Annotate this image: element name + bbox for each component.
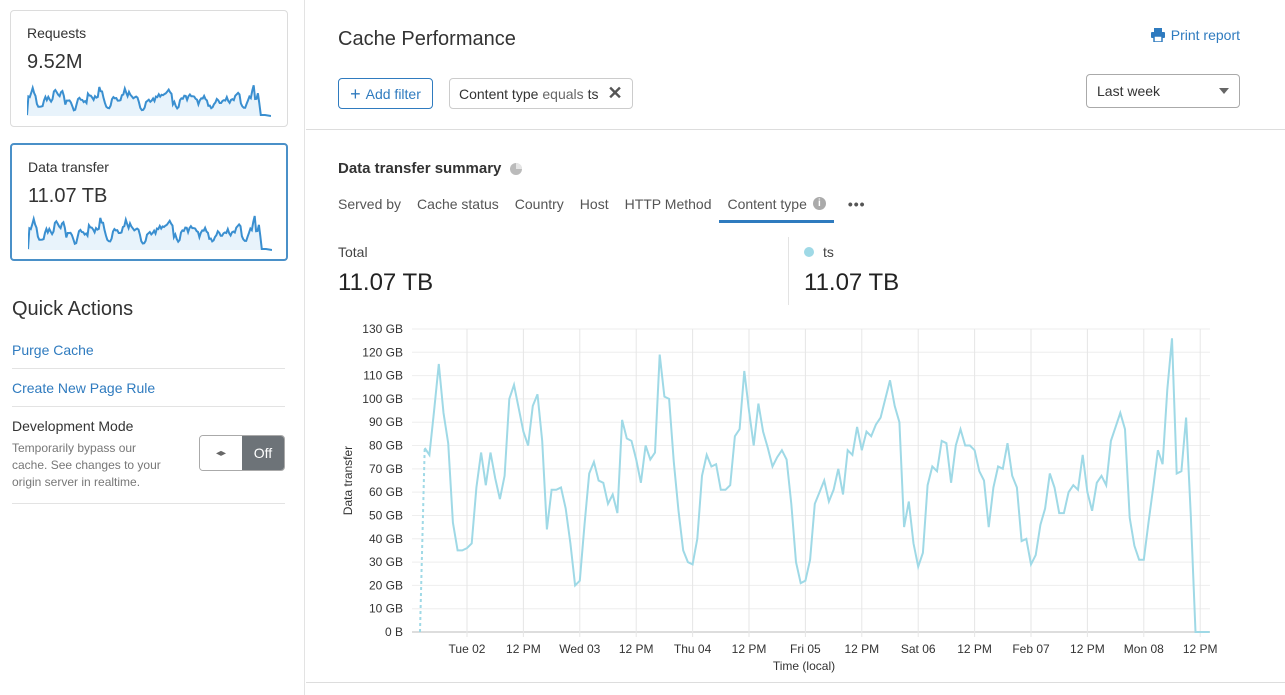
card-label: Requests <box>27 25 87 41</box>
dev-mode-toggle[interactable]: ◂▸ Off <box>199 435 285 471</box>
page-title: Cache Performance <box>338 28 516 50</box>
dev-mode-title: Development Mode <box>12 418 134 434</box>
time-range-value: Last week <box>1097 83 1161 99</box>
requests-sparkline <box>27 84 271 117</box>
tab-country[interactable]: Country <box>514 196 564 212</box>
summary-tabs: Served by Cache status Country Host HTTP… <box>338 196 874 223</box>
tab-cache-status[interactable]: Cache status <box>417 196 499 212</box>
quick-actions-title: Quick Actions <box>12 298 134 320</box>
tab-host[interactable]: Host <box>579 196 609 212</box>
divider <box>306 682 1285 683</box>
info-icon[interactable]: i <box>812 197 826 210</box>
add-filter-label: Add filter <box>365 85 421 102</box>
printer-icon <box>1150 28 1165 42</box>
toggle-handle-arrows-icon: ◂▸ <box>200 436 242 470</box>
chevron-down-icon <box>1219 88 1229 94</box>
tab-content-type[interactable]: Content type i <box>719 196 834 223</box>
development-mode: Development Mode Temporarily bypass our … <box>12 418 285 504</box>
card-value: 11.07 TB <box>28 185 108 207</box>
sparkline-area <box>28 216 266 250</box>
series-value: 11.07 TB <box>804 269 900 296</box>
purge-cache-link[interactable]: Purge Cache <box>12 331 285 369</box>
data-transfer-sparkline <box>28 214 272 251</box>
card-value: 9.52M <box>27 51 83 73</box>
filter-chip[interactable]: Content type equals ts ✕ <box>449 78 633 109</box>
filter-field: Content type <box>459 85 539 102</box>
filter-value: ts <box>587 85 599 102</box>
pie-chart-icon[interactable] <box>509 162 523 176</box>
data-transfer-card[interactable]: Data transfer 11.07 TB <box>10 143 288 261</box>
add-filter-button[interactable]: + Add filter <box>338 78 433 109</box>
sparkline-line <box>28 214 272 251</box>
sidebar: Requests 9.52M Data transfer 11.07 TB Qu… <box>0 0 305 695</box>
summary-title-text: Data transfer summary <box>338 160 502 177</box>
tab-http-method[interactable]: HTTP Method <box>624 196 712 212</box>
sparkline-line <box>27 84 271 117</box>
series-label: ts <box>823 244 834 260</box>
divider <box>788 237 789 305</box>
card-label: Data transfer <box>28 159 109 175</box>
summary-title: Data transfer summary <box>338 160 523 177</box>
total-stat: Total 11.07 TB <box>338 244 433 297</box>
series-color-dot <box>804 247 814 257</box>
tab-label: Content type <box>727 196 807 212</box>
series-stat: ts 11.07 TB <box>804 244 899 297</box>
total-value: 11.07 TB <box>338 269 434 296</box>
plus-icon: + <box>350 83 361 104</box>
main-panel: Cache Performance Print report + Add fil… <box>306 0 1285 695</box>
requests-card[interactable]: Requests 9.52M <box>10 10 288 127</box>
create-page-rule-link[interactable]: Create New Page Rule <box>12 369 285 407</box>
time-range-select[interactable]: Last week <box>1086 74 1240 108</box>
more-tabs-icon[interactable]: ••• <box>847 196 866 212</box>
print-report-label: Print report <box>1170 27 1240 43</box>
tab-served-by[interactable]: Served by <box>338 196 402 212</box>
sparkline-area <box>27 85 265 116</box>
page-header: Cache Performance Print report + Add fil… <box>306 0 1285 130</box>
filter-operator: equals <box>542 85 584 102</box>
total-label: Total <box>338 244 368 260</box>
toggle-state: Off <box>242 436 284 470</box>
close-icon[interactable]: ✕ <box>607 83 623 103</box>
dev-mode-description: Temporarily bypass our cache. See change… <box>12 441 161 489</box>
print-report-link[interactable]: Print report <box>1150 27 1240 43</box>
